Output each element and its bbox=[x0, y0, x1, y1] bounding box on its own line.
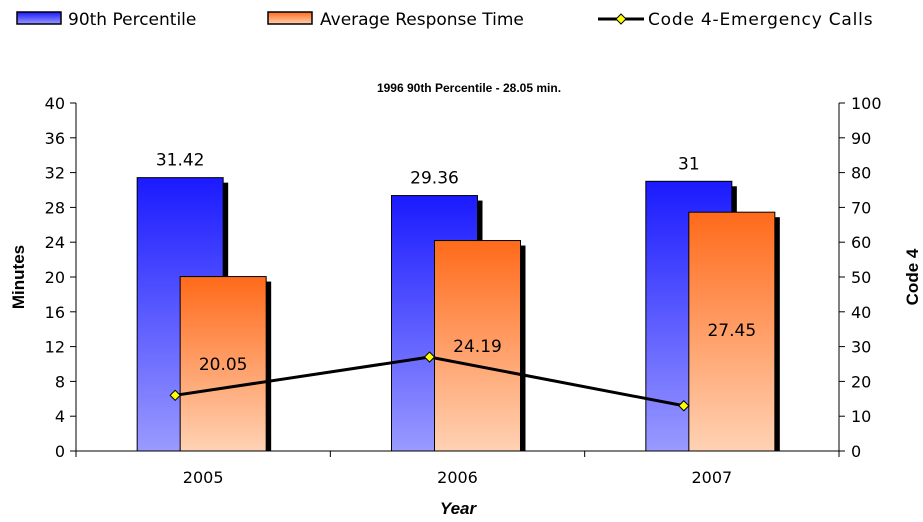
data-label-average-response-time: 20.05 bbox=[199, 355, 248, 375]
chart-title: 1996 90th Percentile - 28.05 min. bbox=[377, 81, 561, 95]
y-tick-label: 28 bbox=[45, 198, 65, 217]
code-4-marker bbox=[169, 389, 181, 402]
y-tick-label: 20 bbox=[45, 268, 65, 287]
x-axis-title: Year bbox=[440, 499, 478, 518]
y2-tick-label: 90 bbox=[851, 129, 871, 148]
data-label-90th-percentile: 31.42 bbox=[156, 151, 205, 171]
legend-swatch-average-response-time bbox=[267, 11, 313, 25]
y2-tick-label: 30 bbox=[851, 338, 871, 357]
y-tick-label: 40 bbox=[45, 94, 65, 113]
x-tick-label: 2007 bbox=[691, 468, 732, 487]
legend-swatch-90th-percentile bbox=[16, 11, 62, 25]
data-label-average-response-time: 27.45 bbox=[707, 321, 756, 341]
legend-label-90th-percentile: 90th Percentile bbox=[68, 10, 196, 30]
legend: 90th Percentile Average Response Time Co… bbox=[16, 10, 873, 30]
y-tick-label: 8 bbox=[55, 372, 65, 391]
y2-tick-label: 40 bbox=[851, 303, 871, 322]
y-tick-label: 24 bbox=[45, 233, 65, 252]
plot-area: 0 4 8 12 16 20 24 28 32 36 40 0 10 20 30 40 50 60 70 80 90 10… bbox=[45, 94, 882, 487]
legend-label-code-4: Code 4-Emergency Calls bbox=[648, 10, 873, 30]
y2-tick-label: 100 bbox=[851, 94, 882, 113]
code-4-marker bbox=[678, 400, 690, 412]
y-tick-label: 0 bbox=[55, 442, 65, 461]
legend-label-average-response-time: Average Response Time bbox=[320, 10, 524, 30]
y-tick-label: 36 bbox=[45, 129, 65, 148]
data-label-90th-percentile: 31 bbox=[678, 154, 700, 174]
y-tick-label: 16 bbox=[45, 303, 65, 322]
data-label-90th-percentile: 29.36 bbox=[410, 169, 459, 189]
y2-tick-label: 80 bbox=[851, 164, 871, 183]
y-tick-label: 32 bbox=[45, 164, 65, 183]
y2-tick-label: 10 bbox=[851, 407, 871, 426]
y-tick-label: 4 bbox=[55, 407, 65, 426]
data-label-average-response-time: 24.19 bbox=[453, 337, 502, 357]
y2-axis-title: Code 4 bbox=[903, 248, 922, 305]
y2-tick-label: 50 bbox=[851, 268, 871, 287]
code-4-marker bbox=[423, 351, 436, 363]
y2-tick-label: 60 bbox=[851, 233, 871, 252]
legend-marker-code-4 bbox=[615, 13, 627, 25]
y2-tick-label: 70 bbox=[851, 198, 871, 217]
y2-tick-label: 0 bbox=[851, 442, 861, 461]
x-tick-label: 2006 bbox=[437, 468, 478, 487]
bar bbox=[179, 276, 267, 452]
y-tick-label: 12 bbox=[45, 338, 65, 357]
y2-tick-label: 20 bbox=[851, 372, 871, 391]
x-tick-label: 2005 bbox=[183, 468, 224, 487]
y-axis-title: Minutes bbox=[9, 245, 28, 309]
